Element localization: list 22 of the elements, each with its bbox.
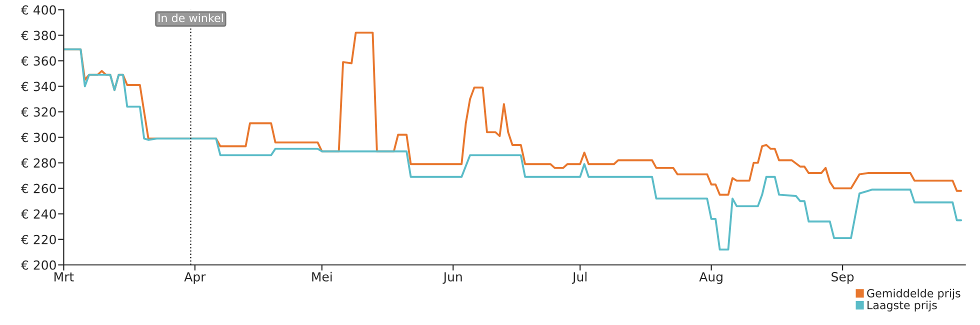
x-tick-label: Mrt bbox=[54, 272, 74, 282]
y-tick-label: € 320 bbox=[20, 107, 56, 117]
x-tick-label: Aug bbox=[699, 272, 722, 284]
x-tick-label: Sep bbox=[832, 272, 854, 284]
legend-label: Laagste prijs bbox=[868, 300, 937, 312]
y-tick-label: € 340 bbox=[20, 82, 56, 92]
y-tick-label: € 220 bbox=[20, 234, 56, 244]
x-tick-label: Apr bbox=[184, 272, 206, 284]
y-tick-label: € 260 bbox=[20, 184, 56, 194]
ref-line-label: In de winkel bbox=[158, 14, 223, 22]
legend-label: Gemiddelde prijs bbox=[867, 288, 960, 300]
y-tick-label: € 360 bbox=[20, 56, 56, 66]
y-tick-label: € 200 bbox=[20, 260, 56, 270]
y-tick-label: € 400 bbox=[20, 5, 56, 15]
y-tick-label: € 300 bbox=[20, 132, 56, 142]
x-tick-label: Jun bbox=[442, 272, 462, 284]
y-tick-label: € 240 bbox=[20, 209, 56, 219]
x-tick-label: Mei bbox=[312, 272, 332, 282]
x-tick-label: Jul bbox=[572, 272, 586, 284]
y-tick-label: € 280 bbox=[20, 158, 56, 168]
y-tick-label: € 380 bbox=[20, 30, 56, 40]
line-series bbox=[64, 48, 962, 251]
